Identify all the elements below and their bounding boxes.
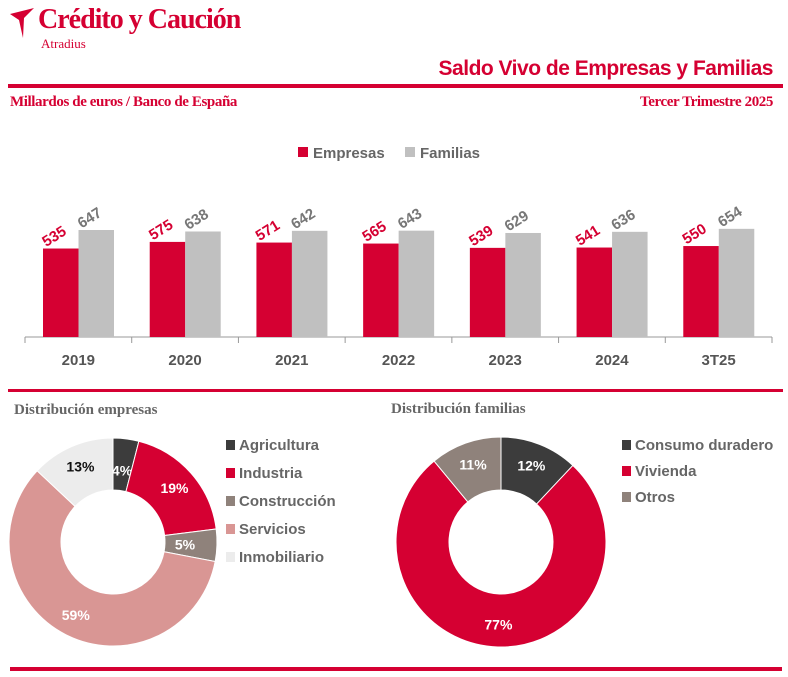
x-tick-label: 2019	[62, 352, 95, 369]
legend-swatch-empresas	[298, 147, 308, 157]
x-tick-label: 2023	[489, 352, 522, 369]
bar-familias	[398, 230, 435, 337]
legend-label: Industria	[239, 465, 303, 482]
donut-empresas-title: Distribución empresas	[14, 402, 158, 418]
bar-empresas	[683, 246, 719, 337]
legend-swatch	[622, 492, 631, 502]
data-label-familias: 642	[288, 205, 318, 233]
legend-label: Otros	[635, 489, 675, 506]
data-label-familias: 629	[502, 207, 532, 235]
source-label: Millardos de euros / Banco de España	[10, 94, 238, 110]
legend-label: Consumo duradero	[635, 437, 773, 454]
slice-label: 19%	[160, 480, 189, 496]
bar-empresas	[363, 243, 399, 337]
legend-swatch	[622, 466, 631, 476]
slice-label: 5%	[175, 536, 196, 552]
data-label-empresas: 565	[359, 218, 389, 246]
legend-label: Construcción	[239, 493, 336, 510]
legend-swatch	[226, 496, 235, 506]
slice-label: 11%	[459, 456, 487, 472]
bar-familias	[185, 231, 221, 337]
donut-slice	[8, 470, 216, 647]
data-label-familias: 638	[181, 206, 211, 234]
data-label-empresas: 541	[573, 222, 603, 250]
legend-label: Servicios	[239, 521, 306, 538]
bar-familias	[505, 232, 541, 337]
slice-label: 59%	[62, 607, 91, 623]
donut-familias-title: Distribución familias	[391, 401, 526, 417]
donut-slice	[395, 460, 607, 648]
footer-divider	[10, 667, 782, 671]
bar-familias	[291, 230, 328, 337]
data-label-empresas: 550	[680, 220, 710, 248]
data-label-familias: 647	[75, 204, 105, 232]
bar-empresas	[43, 248, 79, 337]
bar-empresas	[149, 241, 186, 337]
legend-swatch	[226, 440, 235, 450]
legend-swatch	[622, 440, 631, 450]
data-label-familias: 636	[608, 206, 638, 234]
legend-label: Agricultura	[239, 437, 320, 454]
section-divider	[8, 389, 783, 392]
brand-name: Crédito y Caución	[38, 4, 241, 35]
x-tick-label: 3T25	[702, 352, 736, 369]
legend-swatch	[226, 552, 235, 562]
slice-label: 4%	[112, 463, 133, 479]
legend-label-empresas: Empresas	[313, 145, 385, 162]
bar-familias	[612, 231, 648, 337]
bar-empresas	[469, 247, 506, 337]
donut-slice	[433, 436, 502, 503]
brand-sub: Atradius	[41, 36, 86, 51]
period-label: Tercer Trimestre 2025	[640, 94, 773, 110]
legend-swatch-familias	[405, 147, 415, 157]
legend-label: Inmobiliario	[239, 549, 324, 566]
page-title: Saldo Vivo de Empresas y Familias	[438, 57, 774, 80]
bar-familias	[78, 230, 114, 337]
legend-swatch	[226, 468, 235, 478]
data-label-familias: 654	[715, 203, 746, 231]
slice-label: 12%	[517, 457, 546, 473]
data-label-empresas: 571	[253, 217, 283, 245]
bar-empresas	[576, 247, 613, 337]
x-tick-label: 2022	[382, 352, 415, 369]
donut-charts: 4% Agricultura 19% Industria 5% Construcción 5…	[8, 436, 773, 648]
legend-swatch	[226, 524, 235, 534]
bar-familias	[718, 228, 755, 337]
x-tick-label: 2020	[168, 352, 201, 369]
data-label-empresas: 535	[39, 223, 69, 251]
slice-label: 13%	[66, 459, 95, 475]
logo-icon	[10, 8, 34, 38]
legend-label: Vivienda	[635, 463, 697, 480]
legend-label-familias: Familias	[420, 145, 480, 162]
x-tick-label: 2021	[275, 352, 308, 369]
data-label-empresas: 539	[466, 222, 496, 250]
bar-empresas	[256, 242, 292, 337]
donut-slice	[36, 437, 114, 508]
slice-label: 77%	[484, 616, 513, 632]
data-label-familias: 643	[395, 205, 425, 233]
x-tick-label: 2024	[595, 352, 629, 369]
data-label-empresas: 575	[146, 216, 176, 244]
header-divider	[8, 84, 783, 88]
